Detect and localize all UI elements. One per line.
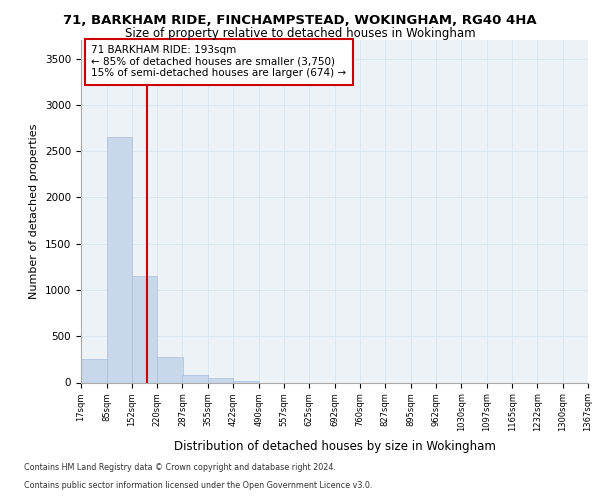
Text: Contains public sector information licensed under the Open Government Licence v3: Contains public sector information licen… <box>24 481 373 490</box>
X-axis label: Distribution of detached houses by size in Wokingham: Distribution of detached houses by size … <box>173 440 496 453</box>
Bar <box>208 378 233 382</box>
Bar <box>81 360 107 382</box>
Text: 71, BARKHAM RIDE, FINCHAMPSTEAD, WOKINGHAM, RG40 4HA: 71, BARKHAM RIDE, FINCHAMPSTEAD, WOKINGH… <box>63 14 537 27</box>
Y-axis label: Number of detached properties: Number of detached properties <box>29 124 40 299</box>
Bar <box>182 375 208 382</box>
Text: Size of property relative to detached houses in Wokingham: Size of property relative to detached ho… <box>125 28 475 40</box>
Bar <box>157 356 183 382</box>
Text: Contains HM Land Registry data © Crown copyright and database right 2024.: Contains HM Land Registry data © Crown c… <box>24 464 336 472</box>
Bar <box>233 380 259 382</box>
Bar <box>132 276 157 382</box>
Bar <box>107 137 132 382</box>
Text: 71 BARKHAM RIDE: 193sqm
← 85% of detached houses are smaller (3,750)
15% of semi: 71 BARKHAM RIDE: 193sqm ← 85% of detache… <box>91 45 346 78</box>
